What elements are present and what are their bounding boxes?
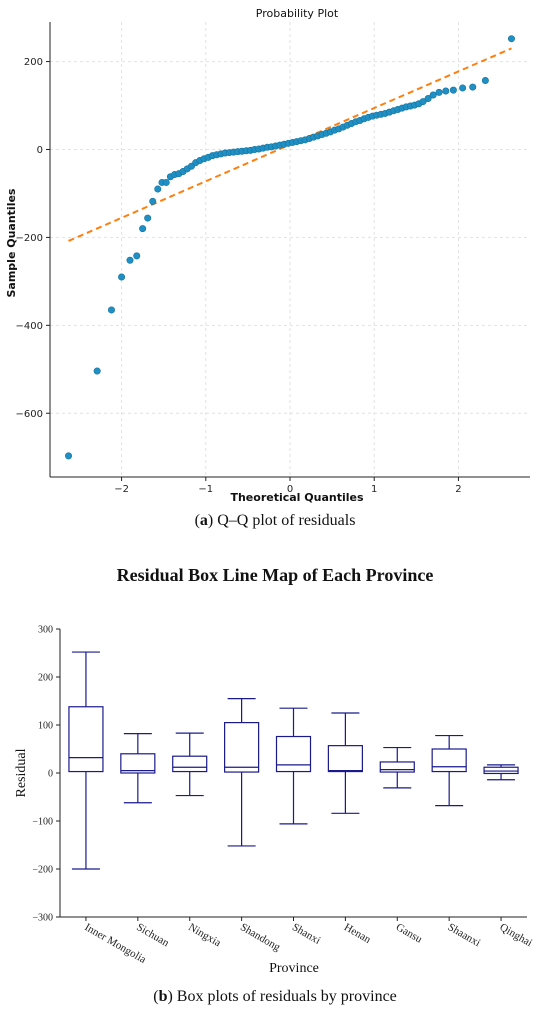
qq-point <box>162 178 170 186</box>
caption-a: (a) Q–Q plot of residuals <box>194 512 356 529</box>
qq-points <box>65 35 515 460</box>
box-series <box>68 651 519 870</box>
qq-xtick-label: −2 <box>114 484 129 495</box>
qq-point <box>442 87 450 95</box>
qq-point <box>126 256 134 264</box>
box-ytick-label: 0 <box>48 769 53 780</box>
box-ytick-label: 300 <box>38 625 53 636</box>
box-iqr <box>172 755 208 773</box>
box-ytick-label: 200 <box>38 673 53 684</box>
box-xtick-label: Shandong <box>238 921 283 954</box>
qq-xtick-label: −1 <box>198 484 213 495</box>
qq-xlabel: Theoretical Quantiles <box>230 491 364 504</box>
box-ytick-label: −200 <box>32 865 53 876</box>
qq-ylabel: Sample Quantiles <box>5 188 18 297</box>
qq-point <box>118 273 126 281</box>
box-iqr <box>120 753 156 774</box>
qq-point <box>419 98 427 106</box>
caption-b-text: Box plots of residuals by province <box>176 988 397 1005</box>
box-iqr <box>327 745 363 773</box>
qq-point <box>469 83 477 91</box>
box-xtick-label: Ningxia <box>186 921 223 949</box>
box-xtick-label: Sichuan <box>134 921 171 949</box>
qq-point <box>424 94 432 102</box>
box-xtick-label: Shaanxi <box>446 921 483 949</box>
box-xtick-label: Qinghai <box>498 921 535 949</box>
qq-point <box>449 86 457 94</box>
qq-ytick-label: 0 <box>37 145 43 156</box>
qq-point <box>507 35 515 43</box>
box-xtick-label: Henan <box>342 921 373 946</box>
qq-point <box>65 452 73 460</box>
box-ytick-label: −100 <box>32 817 53 828</box>
caption-a-text: Q–Q plot of residuals <box>217 512 356 529</box>
qq-xtick-label: 0 <box>287 484 293 495</box>
qq-point <box>139 225 147 233</box>
box-iqr <box>483 766 519 775</box>
box-iqr <box>379 761 415 773</box>
caption-b-letter: b <box>158 988 168 1005</box>
qq-point <box>133 252 141 260</box>
qq-point <box>149 197 157 205</box>
qq-ytick-label: −200 <box>16 233 43 244</box>
caption-a-letter: a <box>199 512 208 529</box>
qq-point <box>93 367 101 375</box>
box-iqr <box>224 721 260 773</box>
box-axes: −300 −200 −100 0 100 200 300 <box>32 625 527 924</box>
box-iqr <box>68 706 104 773</box>
qq-ytick-label: −400 <box>16 321 43 332</box>
qq-axes: −2 −1 0 1 2 −600 −400 −200 0 200 <box>16 22 530 495</box>
box-xtick-label: Shanxi <box>290 921 322 947</box>
box-ylabel: Residual <box>14 748 29 797</box>
qq-plot: Probability Plot −2 −1 0 1 2 −600 −400 −200 0 200… <box>5 7 530 504</box>
qq-title: Probability Plot <box>256 7 339 20</box>
qq-ytick-label: −600 <box>16 409 43 420</box>
box-ytick-label: 100 <box>38 721 53 732</box>
caption-b: (b) Box plots of residuals by province <box>153 988 397 1005</box>
qq-point <box>435 88 443 96</box>
box-iqr <box>431 748 467 773</box>
box-xlabel: Province <box>269 961 319 976</box>
qq-point <box>459 84 467 92</box>
qq-ytick-label: 200 <box>24 57 43 68</box>
qq-xtick-label: 1 <box>371 484 377 495</box>
qq-point <box>481 76 489 84</box>
qq-point <box>144 214 152 222</box>
qq-point <box>154 185 162 193</box>
qq-xtick-label: 2 <box>455 484 461 495</box>
qq-point <box>429 91 437 99</box>
box-iqr <box>275 735 312 773</box>
qq-grid <box>50 22 530 477</box>
box-xtick-label: Gansu <box>394 921 425 946</box>
box-ytick-label: −300 <box>32 913 53 924</box>
qq-point <box>107 306 115 314</box>
boxplot-title: Residual Box Line Map of Each Province <box>116 565 434 585</box>
